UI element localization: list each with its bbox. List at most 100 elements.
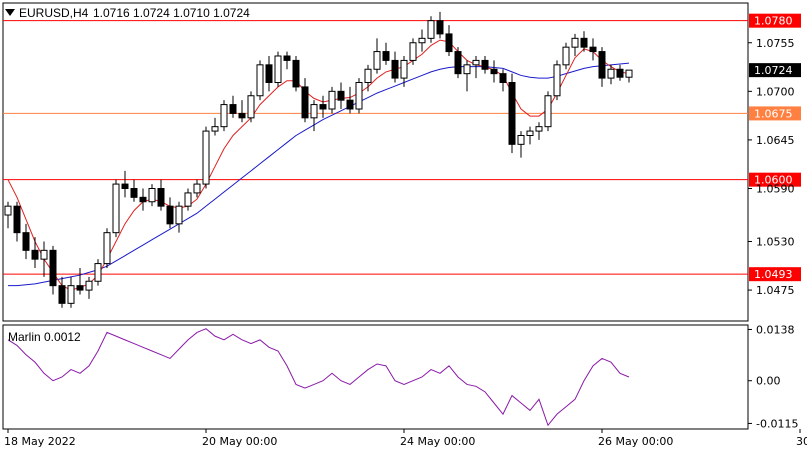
candle-19	[175, 201, 183, 233]
candle-body-bear	[229, 104, 237, 114]
level-tag-label-2: 1.0600	[754, 174, 793, 187]
candle-body-bear	[337, 90, 345, 101]
candle-39	[355, 78, 363, 114]
candle-42	[382, 42, 390, 65]
candle-6	[58, 276, 66, 308]
candle-64	[580, 31, 588, 52]
candle-body-bull	[256, 64, 264, 97]
candle-16	[148, 184, 156, 207]
candle-12	[112, 179, 120, 238]
candlesticks	[4, 11, 633, 308]
candle-32	[292, 56, 300, 92]
time-tick-label-4: 30 May 00:00	[796, 435, 807, 448]
candle-9	[85, 276, 93, 299]
level-tag-0	[749, 13, 801, 28]
candle-body-bull	[247, 95, 255, 119]
candle-58	[526, 126, 534, 145]
candle-62	[562, 42, 570, 70]
slow-ma-line	[8, 62, 630, 287]
candle-body-bear	[454, 51, 462, 75]
price-tick-label-1: 1.0700	[756, 85, 795, 98]
candle-body-bear	[508, 82, 516, 145]
candle-body-bull	[562, 46, 570, 66]
candle-51	[463, 60, 471, 92]
candle-10	[94, 259, 102, 286]
candle-15	[139, 188, 147, 211]
candle-body-bull	[112, 183, 120, 234]
candle-body-bear	[445, 33, 453, 53]
current-price-label: 1.0724	[754, 64, 793, 77]
candle-63	[571, 33, 579, 56]
candle-body-bear	[22, 232, 30, 251]
candle-31	[283, 51, 291, 70]
candle-30	[274, 51, 282, 87]
time-tick-label-2: 24 May 00:00	[400, 435, 475, 448]
candle-body-bear	[139, 196, 147, 203]
price-tick-label-0: 1.0755	[756, 37, 795, 50]
price-tick-label-2: 1.0645	[756, 134, 795, 147]
candle-body-bull	[571, 37, 579, 48]
candle-21	[193, 179, 201, 198]
candle-body-bull	[526, 130, 534, 136]
time-axis: 18 May 2022 20 May 00:00 24 May 00:00 26 Ma…	[4, 429, 807, 448]
candle-20	[184, 188, 192, 211]
time-tick-label-1: 20 May 00:00	[202, 435, 277, 448]
candle-55	[499, 69, 507, 92]
candle-body-bull	[85, 280, 93, 291]
marlin-oscillator	[7, 328, 630, 427]
candle-body-bull	[220, 104, 228, 128]
candle-body-bear	[616, 68, 624, 78]
candle-body-bull	[400, 59, 408, 79]
candle-body-bull	[517, 135, 525, 145]
candle-body-bull	[103, 232, 111, 265]
candle-53	[481, 56, 489, 74]
triangle-down-icon[interactable]	[5, 9, 15, 16]
time-tick-label-3: 26 May 00:00	[598, 435, 673, 448]
candle-body-bear	[130, 188, 138, 198]
candle-40	[364, 64, 372, 92]
candle-body-bear	[589, 46, 597, 53]
level-tag-label-0: 1.0780	[754, 15, 793, 28]
ohlc-readout: 1.0716 1.0724 1.0710 1.0724	[93, 6, 250, 20]
candle-body-bear	[499, 73, 507, 83]
candle-52	[472, 56, 480, 79]
candle-body-bull	[175, 205, 183, 225]
price-tick-label-3: 1.0590	[756, 183, 795, 196]
candle-body-bear	[49, 249, 57, 287]
osc-tick-label-0: 0.0138	[756, 323, 795, 336]
candle-17	[157, 179, 165, 211]
candle-22	[202, 126, 210, 189]
candle-body-bull	[310, 104, 318, 119]
candle-14	[130, 179, 138, 202]
candle-29	[265, 56, 273, 92]
candle-67	[607, 64, 615, 85]
candle-body-bear	[76, 285, 84, 291]
candle-body-bull	[67, 285, 75, 304]
candle-body-bear	[166, 205, 174, 225]
candle-body-bull	[355, 82, 363, 110]
candle-body-bear	[490, 68, 498, 75]
candle-body-bull	[544, 95, 552, 128]
candle-body-bear	[391, 59, 399, 79]
candle-65	[589, 38, 597, 61]
level-tag-label-1: 1.0675	[754, 107, 793, 120]
current-price-tag	[749, 63, 801, 78]
candle-61	[553, 60, 561, 101]
candle-41	[373, 38, 381, 74]
candle-body-bull	[184, 192, 192, 207]
slow-moving-average	[8, 62, 630, 287]
candle-0	[4, 201, 12, 229]
candle-59	[535, 122, 543, 140]
candle-37	[337, 82, 345, 109]
price-tick-label-5: 1.0475	[756, 284, 795, 297]
candle-body-bull	[553, 64, 561, 97]
candle-38	[346, 86, 354, 114]
oscillator-axis: 0.0138 0.00 -0.0115	[748, 323, 798, 430]
main-plot-frame	[2, 2, 749, 322]
candle-body-bear	[319, 104, 327, 110]
candle-body-bull	[40, 249, 48, 260]
candle-5	[49, 245, 57, 295]
candle-body-bear	[31, 249, 39, 260]
candle-body-bull	[625, 69, 633, 78]
